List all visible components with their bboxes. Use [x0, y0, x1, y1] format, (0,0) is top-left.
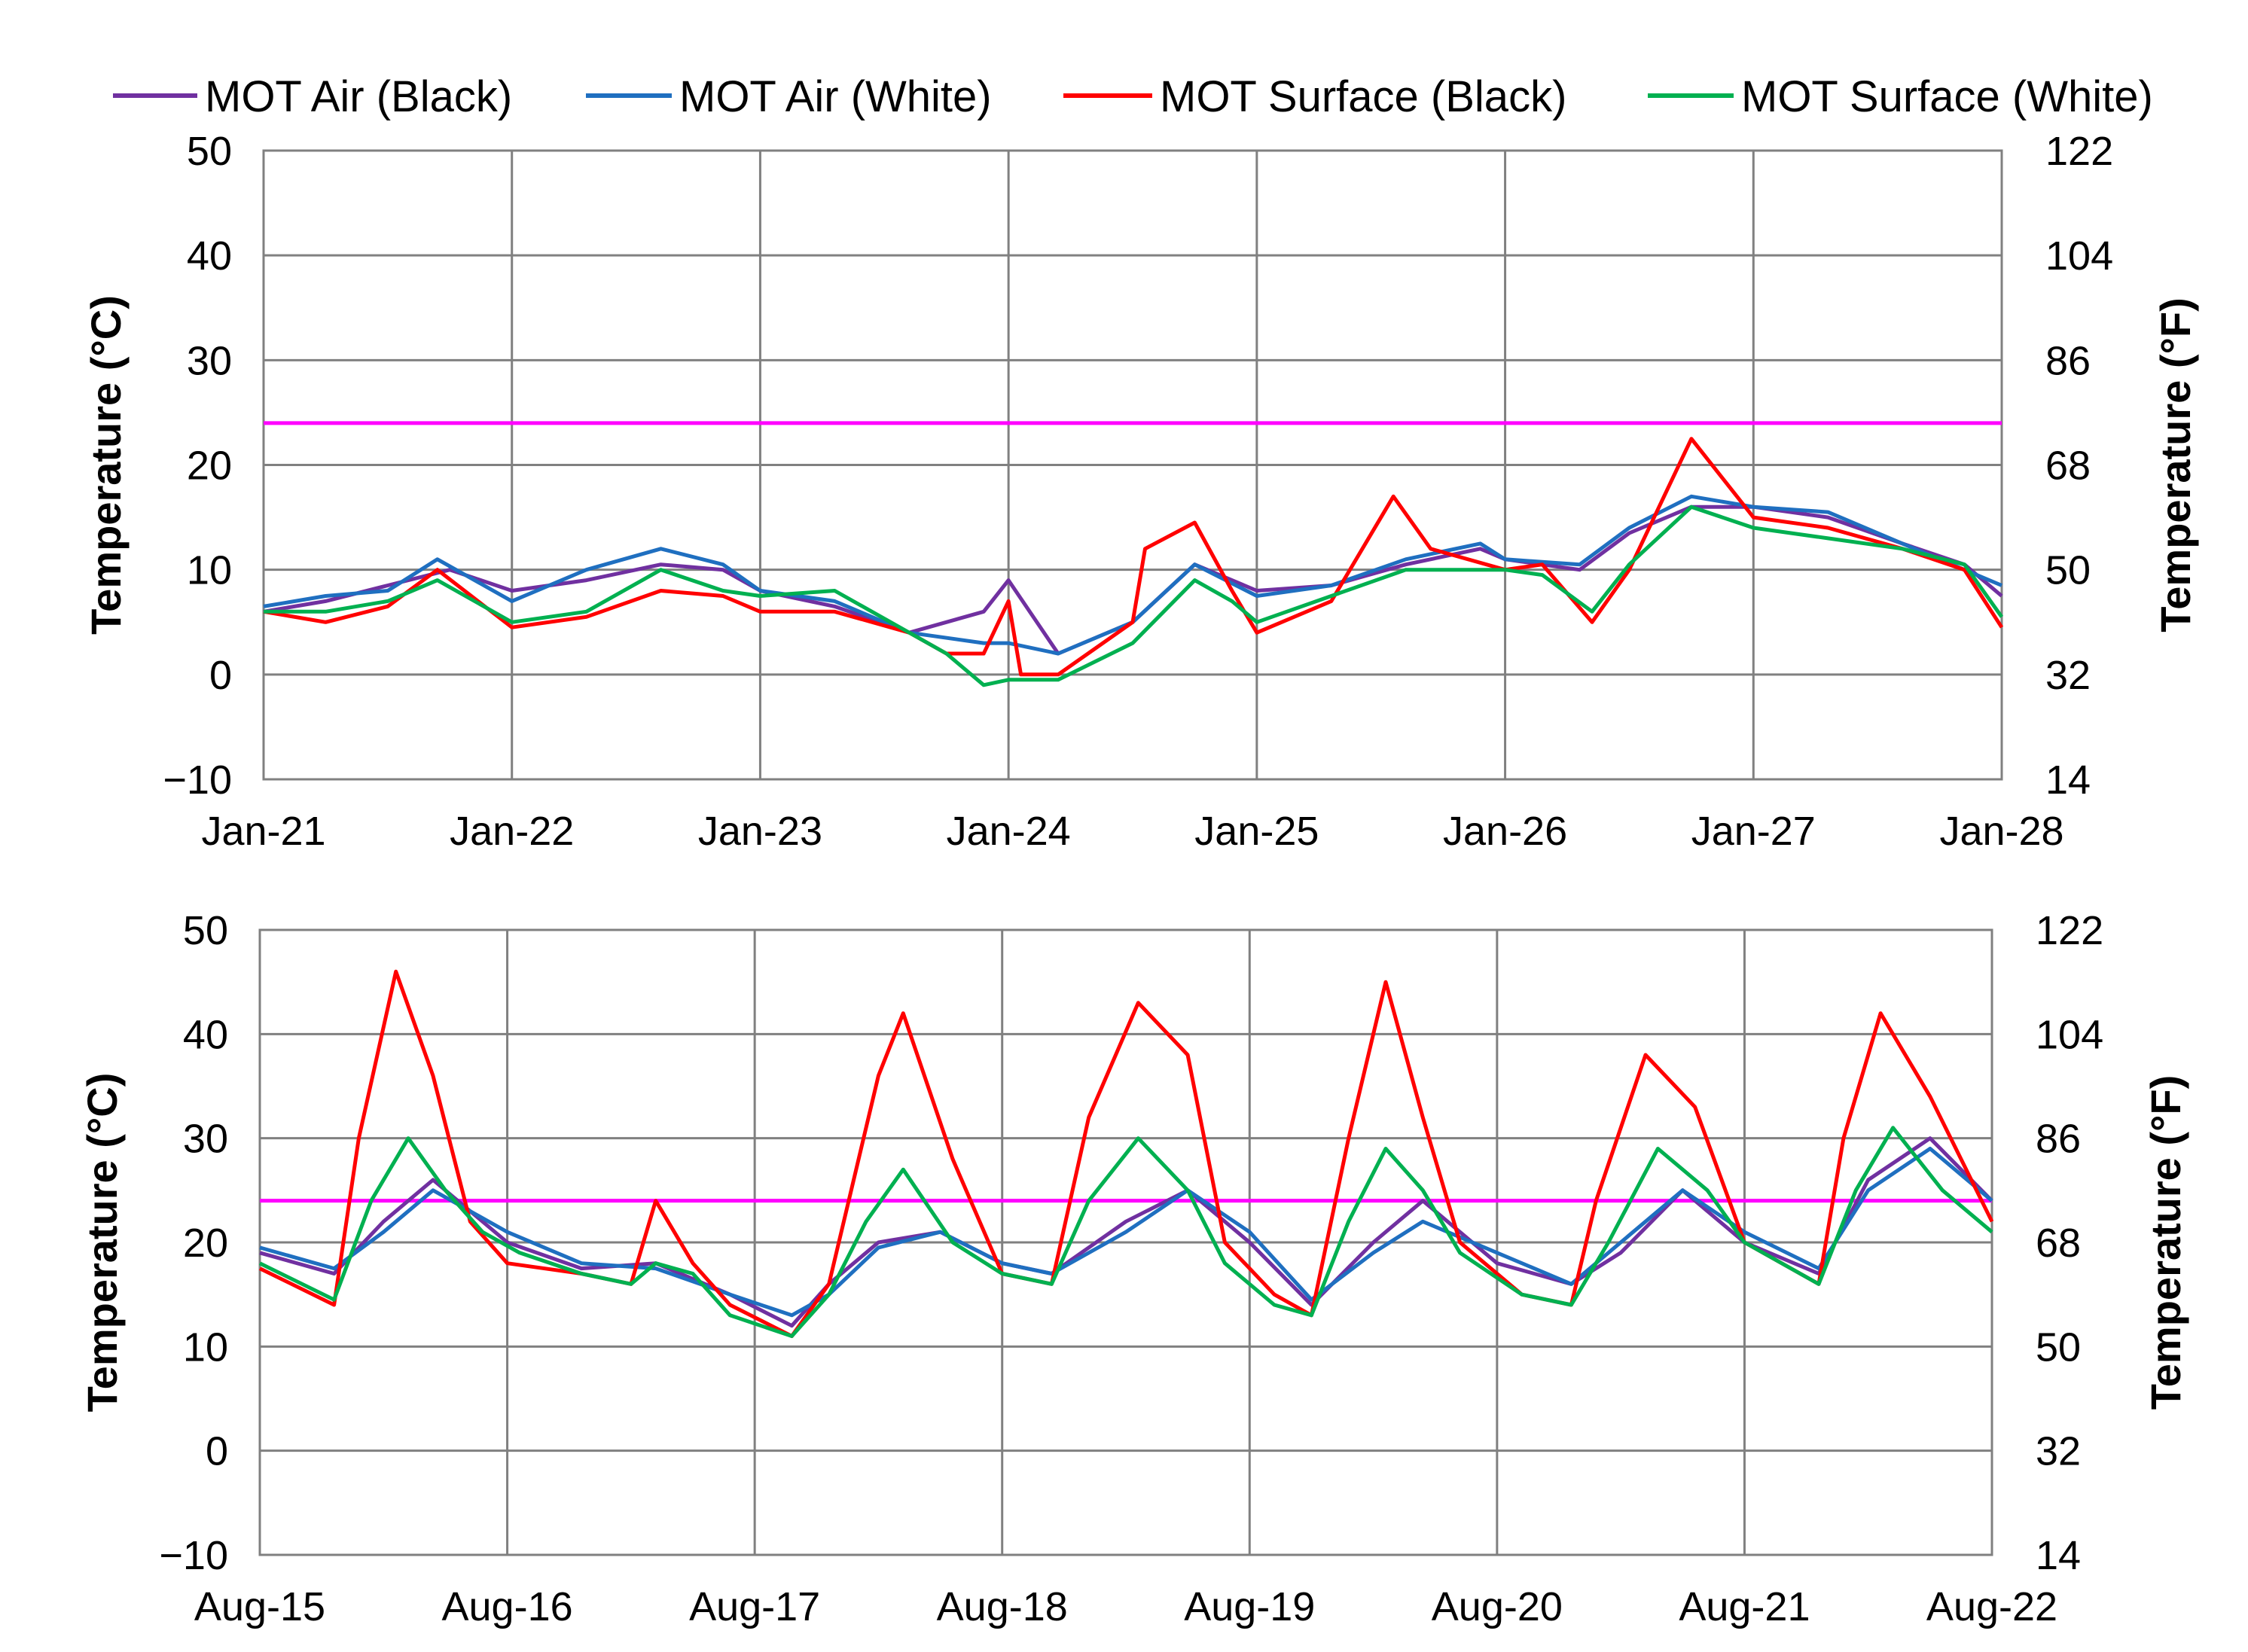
- legend-label-mot-air-black: MOT Air (Black): [205, 72, 512, 121]
- y-tick-label-celsius: 0: [206, 1429, 228, 1474]
- x-tick-label: Jan-28: [1939, 809, 2063, 854]
- x-tick-label: Jan-24: [947, 809, 1071, 854]
- series-line-mot-surface-white: [258, 1126, 1993, 1338]
- y-tick-label-fahrenheit: 104: [2036, 1012, 2103, 1057]
- y-tick-label-fahrenheit: 68: [2045, 443, 2091, 489]
- x-tick-label: Jan-22: [450, 809, 574, 854]
- y-tick-label-fahrenheit: 86: [2036, 1117, 2081, 1162]
- y-tick-label-celsius: 10: [183, 1324, 228, 1370]
- legend-item-mot-surface-black: MOT Surface (Black): [1063, 72, 1566, 121]
- y-axis-title-fahrenheit: Temperature (°F): [2142, 1075, 2189, 1410]
- y-tick-label-celsius: 50: [187, 129, 232, 174]
- series-line-mot-surface-white: [264, 504, 2004, 687]
- x-tick-label: Aug-17: [689, 1584, 820, 1629]
- y-tick-label-fahrenheit: 104: [2045, 233, 2113, 279]
- series-line-mot-surface-black: [258, 969, 1994, 1338]
- y-tick-label-celsius: 50: [183, 908, 228, 953]
- y-tick-label-celsius: 10: [187, 548, 232, 593]
- y-tick-label-celsius: 30: [183, 1117, 228, 1162]
- x-tick-label: Aug-15: [194, 1584, 325, 1629]
- x-tick-label: Jan-25: [1194, 809, 1319, 854]
- y-tick-label-fahrenheit: 14: [2036, 1533, 2081, 1578]
- legend-label-mot-air-white: MOT Air (White): [679, 72, 992, 121]
- x-tick-label: Jan-26: [1443, 809, 1567, 854]
- y-axis-title-celsius: Temperature (°C): [82, 295, 130, 635]
- y-tick-label-fahrenheit: 50: [2036, 1324, 2081, 1370]
- x-tick-label: Aug-20: [1432, 1584, 1563, 1629]
- series-line-mot-air-white: [259, 1147, 1993, 1318]
- y-tick-label-fahrenheit: 14: [2045, 757, 2091, 803]
- august-temperature-panel: −10 0 10 20 30 40 50 14 32 50 68 86 104 122 Aug-15 Aug-…: [78, 908, 2189, 1629]
- plot-area-frame: [262, 149, 2003, 781]
- y-tick-label-fahrenheit: 50: [2045, 548, 2091, 593]
- x-tick-label: Aug-21: [1679, 1584, 1810, 1629]
- y-axis-title-fahrenheit: Temperature (°F): [2152, 297, 2199, 632]
- legend-item-mot-surface-white: MOT Surface (White): [1648, 72, 2153, 121]
- series-line-mot-air-black: [259, 1136, 1993, 1328]
- legend-label-mot-surface-white: MOT Surface (White): [1741, 72, 2153, 121]
- y-tick-label-fahrenheit: 32: [2045, 653, 2091, 698]
- series-line-mot-surface-black: [263, 437, 2004, 677]
- x-tick-label: Jan-27: [1691, 809, 1816, 854]
- x-tick-label: Jan-21: [201, 809, 325, 854]
- y-axis-title-celsius: Temperature (°C): [78, 1073, 126, 1413]
- legend-item-mot-air-black: MOT Air (Black): [113, 72, 512, 121]
- legend: MOT Air (Black) MOT Air (White) MOT Surf…: [113, 72, 2153, 121]
- legend-item-mot-air-white: MOT Air (White): [586, 72, 992, 121]
- y-tick-label-fahrenheit: 122: [2045, 129, 2113, 174]
- y-tick-label-celsius: 20: [187, 443, 232, 489]
- x-tick-label: Aug-18: [937, 1584, 1068, 1629]
- january-temperature-panel: −10 0 10 20 30 40 50 14 32 50 68 86 104 122 Jan-21 Jan-…: [82, 129, 2199, 854]
- legend-label-mot-surface-black: MOT Surface (Black): [1160, 72, 1566, 121]
- y-tick-label-fahrenheit: 68: [2036, 1221, 2081, 1266]
- y-tick-label-fahrenheit: 122: [2036, 908, 2103, 953]
- y-tick-label-fahrenheit: 86: [2045, 338, 2091, 383]
- x-tick-label: Aug-16: [442, 1584, 573, 1629]
- y-tick-label-celsius: 20: [183, 1221, 228, 1266]
- y-tick-label-celsius: 40: [183, 1012, 228, 1057]
- y-tick-label-celsius: 40: [187, 233, 232, 279]
- y-tick-label-celsius: 0: [209, 653, 232, 698]
- x-tick-label: Aug-22: [1926, 1584, 2057, 1629]
- y-tick-label-fahrenheit: 32: [2036, 1429, 2081, 1474]
- x-tick-label: Jan-23: [698, 809, 822, 854]
- y-tick-label-celsius: −10: [163, 757, 232, 803]
- plot-area-frame: [258, 928, 1993, 1556]
- x-tick-label: Aug-19: [1184, 1584, 1315, 1629]
- y-tick-label-celsius: −10: [159, 1533, 228, 1578]
- y-tick-label-celsius: 30: [187, 338, 232, 383]
